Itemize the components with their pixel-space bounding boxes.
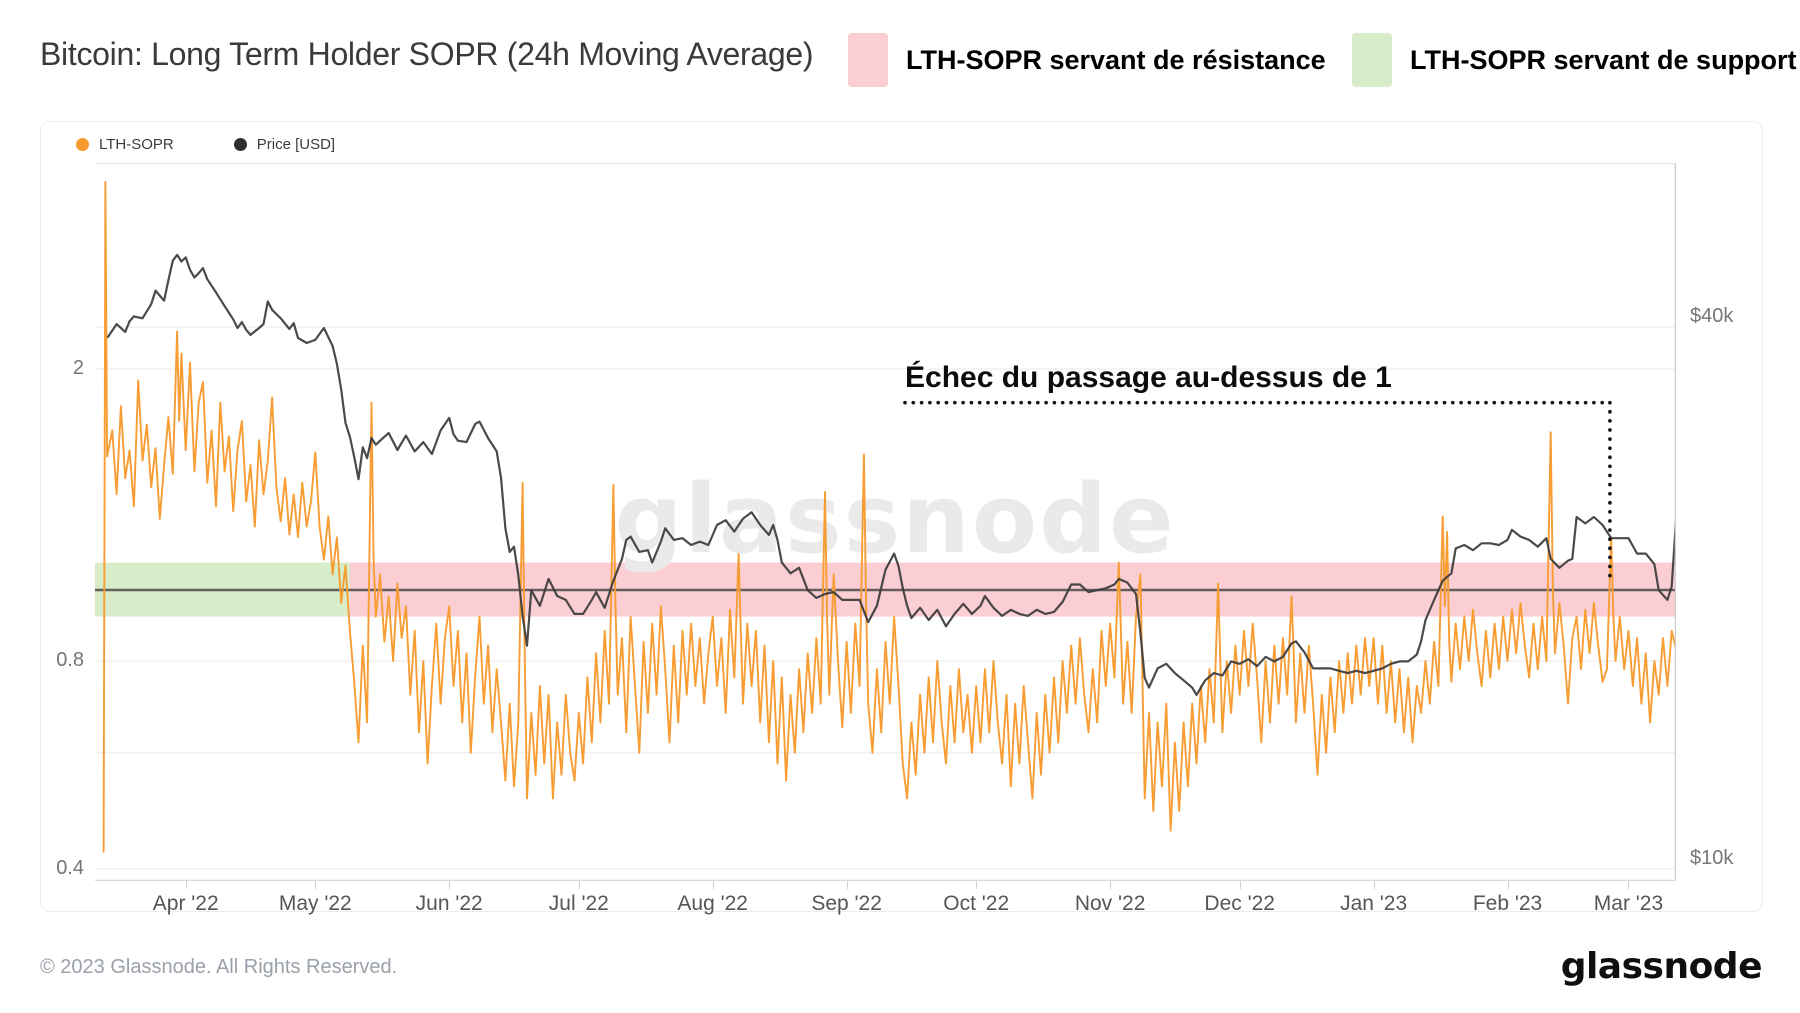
x-axis-tick xyxy=(976,881,978,889)
x-axis-tick-label: Aug '22 xyxy=(677,892,748,915)
x-axis-tick xyxy=(449,881,451,889)
band-legend-support: LTH-SOPR servant de support xyxy=(1352,33,1797,87)
legend-item-price-usd[interactable]: Price [USD] xyxy=(233,136,336,153)
x-axis-tick xyxy=(315,881,317,889)
x-axis-tick xyxy=(578,881,580,889)
band-legend-support-label: LTH-SOPR servant de support xyxy=(1410,44,1797,75)
x-axis-tick xyxy=(185,881,187,889)
resistance-band-swatch-icon xyxy=(848,33,888,87)
x-axis-tick-label: Sep '22 xyxy=(811,892,882,915)
x-axis-tick-label: Jun '22 xyxy=(415,892,483,915)
x-axis-tick-label: Apr '22 xyxy=(152,892,219,915)
x-axis-tick xyxy=(1373,881,1375,889)
x-axis-tick-label: Nov '22 xyxy=(1074,892,1146,915)
price-usd-dot-icon xyxy=(233,138,247,151)
x-axis-tick-label: Oct '22 xyxy=(943,892,1010,915)
watermark: glassnode xyxy=(614,465,1175,575)
y-left-tick-label: 2 xyxy=(72,357,84,380)
glassnode-logo: glassnode xyxy=(1560,946,1763,987)
x-axis-tick xyxy=(1110,881,1112,889)
legend-lth-sopr-label: LTH-SOPR xyxy=(99,136,174,153)
y-right-tick-label: $10k xyxy=(1690,846,1734,869)
x-axis-tick-label: Jan '23 xyxy=(1340,892,1408,915)
series-legend: LTH-SOPR Price [USD] xyxy=(76,136,335,153)
x-axis-tick-label: Feb '23 xyxy=(1472,892,1543,915)
plot-area[interactable]: glassnode xyxy=(95,163,1676,881)
y-left-tick-label: 0.8 xyxy=(56,649,84,672)
band-legend-resistance: LTH-SOPR servant de résistance xyxy=(848,33,1326,87)
x-axis-tick xyxy=(712,881,714,889)
y-right-tick-label: $40k xyxy=(1690,305,1734,327)
x-axis-tick-label: May '22 xyxy=(278,892,352,915)
band-legend-resistance-label: LTH-SOPR servant de résistance xyxy=(906,44,1326,75)
x-axis-tick xyxy=(846,881,848,889)
page-title: Bitcoin: Long Term Holder SOPR (24h Movi… xyxy=(40,36,814,72)
legend-price-usd-label: Price [USD] xyxy=(256,136,336,153)
x-axis-tick-label: Dec '22 xyxy=(1204,892,1275,915)
lth-sopr-dot-icon xyxy=(76,138,89,151)
x-axis-tick-label: Mar '23 xyxy=(1593,892,1664,915)
annotation-label: Échec du passage au-dessus de 1 xyxy=(905,361,1392,394)
support-band-swatch-icon xyxy=(1352,33,1392,87)
footer-copyright: © 2023 Glassnode. All Rights Reserved. xyxy=(40,956,398,978)
chart-card xyxy=(40,121,1763,912)
x-axis-tick-label: Jul '22 xyxy=(548,892,609,915)
x-axis-tick xyxy=(1507,881,1509,889)
legend-item-lth-sopr[interactable]: LTH-SOPR xyxy=(76,136,174,153)
x-axis-tick xyxy=(1628,881,1630,889)
y-left-tick-label: 0.4 xyxy=(56,857,84,879)
x-axis-tick xyxy=(1239,881,1241,889)
